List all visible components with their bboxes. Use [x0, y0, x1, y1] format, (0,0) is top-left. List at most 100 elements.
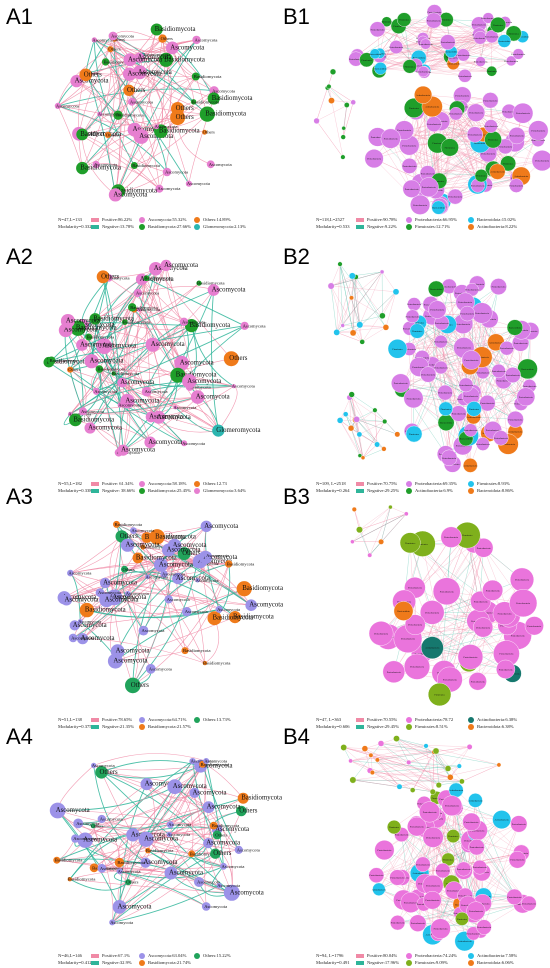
- node-label: Ascomycota: [71, 635, 94, 640]
- node-label: Ascomycota: [169, 870, 203, 877]
- network-node: [369, 48, 381, 60]
- node-label: Ascomycota: [105, 596, 139, 603]
- node-label: Ascomycota: [199, 763, 233, 770]
- node-label: Proteobacteria: [498, 612, 513, 615]
- network-node: [403, 653, 430, 680]
- node-label: Basidiomycota: [136, 554, 177, 561]
- network-node: [399, 532, 421, 554]
- node-label: Others: [176, 114, 194, 121]
- legend-a4-negative-swatch: [91, 961, 99, 965]
- node-label: Proteobacteria: [371, 28, 386, 31]
- node-label: Proteobacteria: [419, 43, 434, 46]
- panel-label-b1: B1: [283, 4, 310, 29]
- node-label: Proteobacteria: [480, 402, 495, 405]
- positive-edge: [110, 48, 214, 99]
- legend-a2-basidiomycota-dot: [139, 488, 145, 494]
- network-node: [158, 34, 167, 43]
- node-label: Proteobacteria: [464, 429, 479, 432]
- network-node: [466, 126, 484, 143]
- network-node: [67, 569, 74, 577]
- negative-edge: [95, 309, 135, 392]
- network-node: [54, 102, 61, 109]
- network-node: [414, 85, 433, 104]
- network-node: [173, 405, 178, 410]
- positive-edge: [370, 755, 433, 792]
- node-label: Ascomycota: [100, 817, 123, 822]
- positive-edge: [96, 163, 160, 189]
- network-node: [132, 65, 147, 80]
- node-label: Proteobacteria: [492, 370, 507, 373]
- node-label: Ascomycota: [232, 384, 255, 389]
- node-label: Ascomycota: [206, 553, 229, 558]
- node-label: Proteobacteria: [502, 110, 517, 113]
- positive-edge: [364, 745, 427, 749]
- network-node: [375, 757, 380, 763]
- network-node: [215, 605, 223, 613]
- network-node: [348, 272, 356, 280]
- positive-edge: [409, 342, 496, 350]
- node-label: Proteobacteria: [438, 392, 453, 395]
- network-node: [359, 52, 374, 68]
- panel-label-a2: A2: [6, 244, 33, 269]
- network-node: [409, 787, 416, 793]
- network-node: [236, 805, 247, 817]
- network-node: [479, 394, 496, 412]
- node-label: Ascomycota: [120, 379, 154, 386]
- node-label: Proteobacteria: [470, 829, 485, 832]
- negative-edge: [401, 834, 443, 871]
- node-label: Ascomycota: [146, 574, 169, 579]
- positive-edge: [127, 400, 219, 431]
- legend-a2: N=55,L=182 Modularity=0.338 Positive: 61…: [58, 481, 268, 498]
- node-label: Bacteroidota: [521, 368, 534, 371]
- positive-edge: [115, 650, 186, 662]
- legend-b3-firmicutes-dot: [406, 724, 412, 730]
- node-label: Ascomycota: [155, 124, 178, 129]
- negative-edge: [119, 842, 209, 908]
- node-label: Proteobacteria: [426, 836, 441, 839]
- network-node: [422, 826, 444, 848]
- network-node: [84, 354, 99, 369]
- node-label: Proteobacteria: [447, 57, 462, 60]
- node-label: Proteobacteria: [468, 134, 483, 137]
- node-label: Ascomycota: [196, 394, 230, 401]
- negative-edge: [355, 276, 387, 328]
- positive-edge: [87, 72, 196, 77]
- positive-edge: [380, 41, 424, 69]
- node-label: Proteobacteria: [374, 632, 389, 635]
- network-node: [391, 373, 411, 393]
- network-node: [340, 134, 346, 140]
- positive-edge: [369, 507, 391, 556]
- node-label: Proteobacteria: [369, 874, 384, 877]
- node-label: Proteobacteria: [377, 849, 392, 852]
- network-node: [496, 762, 502, 768]
- network-node: [340, 744, 348, 751]
- network-node: [141, 386, 152, 397]
- negative-edge: [355, 11, 435, 60]
- node-label: Proteobacteria: [481, 152, 496, 155]
- node-label: Proteobacteria: [401, 638, 416, 641]
- node-label: Ascomycota: [164, 262, 198, 269]
- node-label: Proteobacteria: [427, 123, 442, 126]
- negative-edge: [435, 750, 451, 778]
- network-node: [182, 374, 197, 389]
- node-label: Basidiomycota: [112, 371, 140, 376]
- network-node: [209, 821, 218, 830]
- node-label: Ascomycota: [103, 579, 137, 586]
- network-node: [69, 413, 82, 427]
- network-node: [417, 65, 429, 78]
- positive-edge: [374, 410, 378, 445]
- positive-edge: [409, 318, 490, 350]
- network-node: [509, 589, 538, 618]
- positive-edge: [377, 759, 451, 778]
- network-node: [199, 106, 215, 122]
- positive-edge: [122, 322, 130, 451]
- positive-edge: [349, 397, 378, 445]
- node-label: Proteobacteria: [441, 41, 456, 44]
- network-node: [347, 425, 355, 432]
- positive-edge: [352, 768, 449, 781]
- network-node: [348, 391, 355, 398]
- legend-b1-firmicutes-dot: [406, 224, 412, 230]
- positive-edge: [113, 289, 214, 374]
- node-label: Ascomycota: [206, 840, 240, 847]
- positive-edge: [343, 102, 354, 138]
